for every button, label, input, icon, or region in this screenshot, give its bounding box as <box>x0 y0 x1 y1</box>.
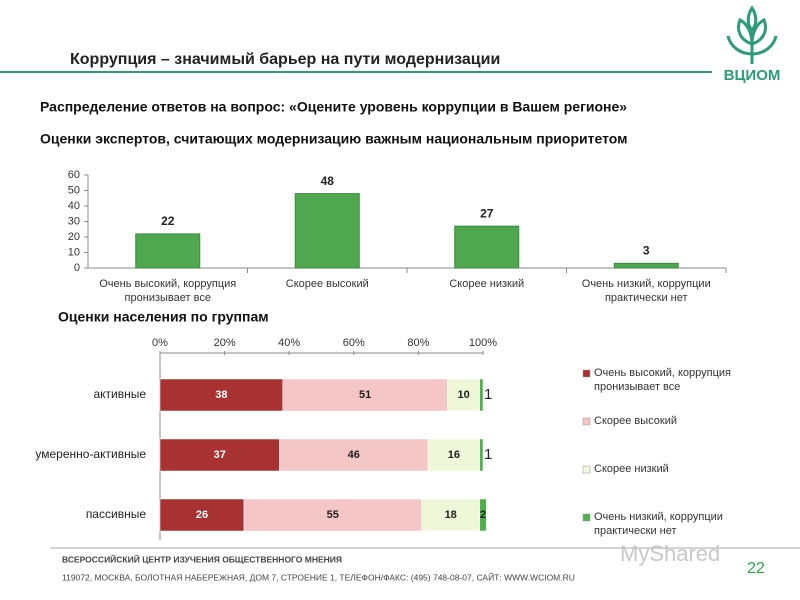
legend-label: Скорее высокий <box>594 415 677 427</box>
chart-title: Оценки экспертов, считающих модернизацию… <box>40 131 627 147</box>
value-label: 38 <box>215 389 227 401</box>
bar-segment <box>479 378 484 412</box>
bar-segment <box>243 498 422 532</box>
bar-segment <box>447 378 481 412</box>
y-tick-label: 50 <box>68 184 80 196</box>
value-label: 51 <box>359 389 371 401</box>
x-tick-label: 20% <box>214 337 236 349</box>
x-tick-label: Очень низкий, коррупции практически нет <box>581 278 711 304</box>
bar <box>613 262 679 269</box>
x-tick-label: 60% <box>343 337 365 349</box>
value-label: 10 <box>457 389 469 401</box>
legend-label: Очень высокий, коррупция пронизывает все <box>594 367 731 393</box>
legend-label: Скорее низкий <box>594 463 669 475</box>
y-tick-label: 0 <box>74 262 80 274</box>
bar <box>454 225 520 269</box>
y-tick-label: 30 <box>68 215 80 227</box>
bar <box>135 233 201 269</box>
value-label: 27 <box>480 206 494 220</box>
value-label: 55 <box>327 509 339 521</box>
y-tick-label: 10 <box>68 246 80 258</box>
value-label: 26 <box>196 509 208 521</box>
value-label: 1 <box>484 446 492 463</box>
bar <box>294 193 360 269</box>
page-number: 22 <box>747 560 765 577</box>
value-label: 48 <box>321 174 335 188</box>
x-tick-label: 100% <box>469 337 497 349</box>
legend-swatch <box>582 465 591 474</box>
value-label: 18 <box>445 509 457 521</box>
legend-swatch <box>582 369 591 378</box>
chart-title: Оценки населения по группам <box>58 309 269 325</box>
bar-segment <box>479 498 487 532</box>
bar-segment <box>159 498 245 532</box>
x-tick-label: Скорее низкий <box>449 278 525 290</box>
x-tick-label: Очень высокий, коррупция пронизывает все <box>99 278 237 304</box>
footer-text: ВСЕРОССИЙСКИЙ ЦЕНТР ИЗУЧЕНИЯ ОБЩЕСТВЕННО… <box>62 553 342 564</box>
value-label: 16 <box>448 449 460 461</box>
y-tick-label: 60 <box>68 169 80 181</box>
value-label: 3 <box>643 244 650 258</box>
bar-segment <box>479 438 484 472</box>
x-tick-label: 40% <box>278 337 300 349</box>
bar-segment <box>421 498 481 532</box>
logo-icon <box>726 5 778 64</box>
legend-swatch <box>582 513 591 522</box>
y-tick-label: 40 <box>68 200 80 212</box>
x-tick-label: Скорее высокий <box>285 278 369 290</box>
slide-title: Коррупция – значимый барьер на пути моде… <box>70 51 500 68</box>
value-label: 22 <box>161 214 175 228</box>
y-tick-label: активные <box>93 387 146 401</box>
x-tick-label: 80% <box>407 337 429 349</box>
subtitle: Распределение ответов на вопрос: «Оценит… <box>40 99 627 115</box>
bar-segment <box>159 378 283 412</box>
bar-segment <box>282 378 448 412</box>
value-label: 2 <box>480 509 486 521</box>
value-label: 1 <box>484 386 492 403</box>
bar-segment <box>159 438 280 472</box>
y-tick-label: пассивные <box>86 507 147 521</box>
logo-text: ВЦИОМ <box>724 67 781 84</box>
legend-label: Очень низкий, коррупции практически нет <box>594 511 723 537</box>
bar-segment <box>427 438 481 472</box>
x-tick-label: 0% <box>152 337 168 349</box>
y-tick-label: умеренно-активные <box>35 447 146 461</box>
value-label: 37 <box>214 449 226 461</box>
value-label: 46 <box>348 449 360 461</box>
watermark: MyShared <box>620 541 720 566</box>
footer-text: 119072, МОСКВА, БОЛОТНАЯ НАБЕРЕЖНАЯ, ДОМ… <box>62 571 575 582</box>
legend-swatch <box>582 417 591 426</box>
y-tick-label: 20 <box>68 231 80 243</box>
